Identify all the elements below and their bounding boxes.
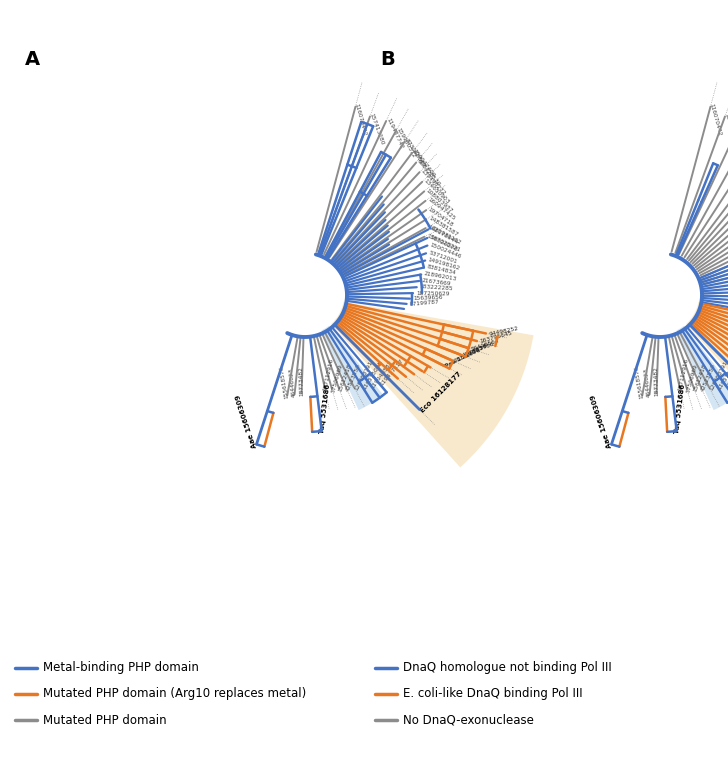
Text: 126453191: 126453191: [354, 360, 373, 391]
Text: 167628221: 167628221: [429, 235, 462, 253]
Polygon shape: [686, 302, 728, 467]
Text: 46446023: 46446023: [288, 367, 297, 398]
Text: Mutated PHP domain (Arg10 replaces metal): Mutated PHP domain (Arg10 replaces metal…: [43, 688, 306, 700]
Text: Taq 5531686: Taq 5531686: [674, 384, 686, 435]
Text: 116515088: 116515088: [362, 360, 384, 391]
Text: 163795645: 163795645: [479, 330, 513, 344]
Text: 134650903: 134650903: [423, 178, 450, 205]
Text: DnaQ homologue not binding Pol III: DnaQ homologue not binding Pol III: [403, 662, 612, 675]
Text: 126453191: 126453191: [708, 360, 728, 391]
Text: 46446023: 46446023: [644, 367, 652, 398]
Text: 42523550: 42523550: [345, 363, 363, 392]
Text: 183222285: 183222285: [419, 285, 454, 292]
Text: 15639656: 15639656: [413, 295, 443, 301]
Text: 197112916: 197112916: [323, 358, 335, 391]
Text: Metal-binding PHP domain: Metal-binding PHP domain: [43, 662, 199, 675]
Text: Taq 5531686: Taq 5531686: [319, 384, 331, 435]
Text: 218962013: 218962013: [424, 272, 457, 283]
Text: 119946582: 119946582: [371, 360, 395, 390]
Text: 42523550: 42523550: [700, 363, 717, 392]
Text: Aae 15606309: Aae 15606309: [590, 393, 614, 448]
Text: 168178944: 168178944: [427, 225, 459, 245]
Text: 108803937: 108803937: [425, 188, 454, 213]
Text: 606428530: 606428530: [416, 158, 442, 188]
Polygon shape: [322, 326, 383, 410]
Text: Mutated PHP domain: Mutated PHP domain: [43, 713, 167, 726]
Text: 159900372: 159900372: [395, 127, 416, 158]
Text: 56416564: 56416564: [471, 337, 500, 351]
Text: 83814834: 83814834: [426, 265, 456, 276]
Text: E. coli-like DnaQ binding Pol III: E. coli-like DnaQ binding Pol III: [403, 688, 582, 700]
Text: Pae 15598836: Pae 15598836: [445, 344, 488, 369]
Text: 139498272: 139498272: [420, 168, 446, 196]
Text: 15612418: 15612418: [693, 363, 708, 393]
Text: 18773482: 18773482: [653, 366, 659, 396]
Text: 119946582: 119946582: [726, 360, 728, 390]
Text: 94498252: 94498252: [488, 326, 519, 337]
Text: B: B: [380, 50, 395, 69]
Text: 873068887: 873068887: [404, 137, 427, 168]
Text: Aae 15606309: Aae 15606309: [235, 393, 258, 448]
Text: 155618576: 155618576: [279, 365, 289, 399]
Text: 157413280: 157413280: [724, 113, 728, 146]
Text: 57506969: 57506969: [686, 363, 698, 393]
Text: 160947425: 160947425: [427, 197, 456, 222]
Text: 15612418: 15612418: [338, 363, 352, 393]
Text: 91761976: 91761976: [453, 347, 482, 364]
Text: 158520278: 158520278: [426, 233, 459, 252]
Text: A: A: [25, 50, 40, 69]
Text: 157413280: 157413280: [368, 113, 385, 146]
Text: 116070442: 116070442: [709, 103, 722, 137]
Text: 116515088: 116515088: [716, 360, 728, 391]
Text: 57506969: 57506969: [331, 363, 344, 393]
Text: 197112916: 197112916: [678, 358, 689, 391]
Text: 148381587: 148381587: [427, 215, 459, 238]
Text: 18773482: 18773482: [298, 366, 304, 396]
Text: 116070442: 116070442: [354, 103, 368, 137]
Polygon shape: [331, 302, 534, 467]
Text: 119487742: 119487742: [385, 117, 404, 150]
Text: 19704718: 19704718: [427, 206, 454, 228]
Text: 150024446: 150024446: [430, 242, 462, 259]
Text: 149198162: 149198162: [427, 257, 461, 271]
Text: 53712001: 53712001: [428, 250, 458, 264]
Text: Eco 16128177: Eco 16128177: [419, 371, 462, 414]
Text: 119477117: 119477117: [379, 358, 404, 387]
Text: 159047409: 159047409: [412, 149, 436, 179]
Polygon shape: [676, 326, 728, 410]
Text: 187250629: 187250629: [416, 290, 449, 296]
Text: 220931162: 220931162: [430, 225, 462, 245]
Text: No DnaQ-exonuclease: No DnaQ-exonuclease: [403, 713, 534, 726]
Text: 155618576: 155618576: [633, 365, 644, 399]
Text: 87199787: 87199787: [409, 299, 440, 306]
Text: 157827786: 157827786: [462, 341, 495, 358]
Text: 21673669: 21673669: [422, 278, 451, 286]
